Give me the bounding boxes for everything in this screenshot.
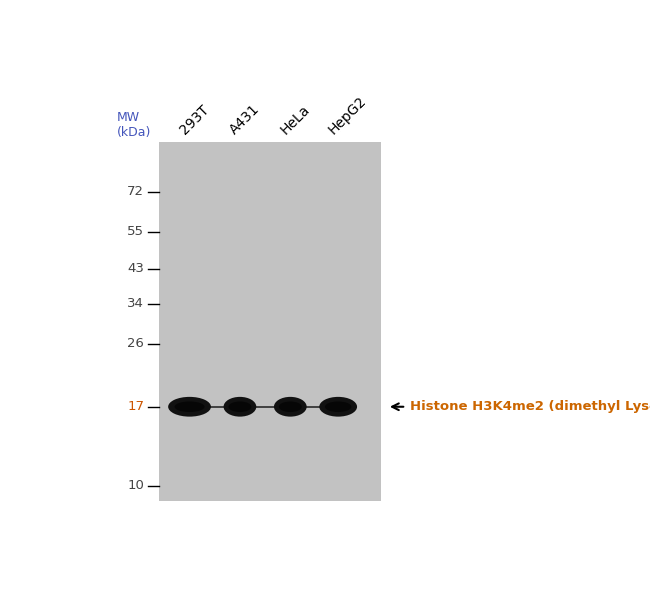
Text: HepG2: HepG2 (326, 93, 369, 137)
Text: 17: 17 (127, 400, 144, 413)
Text: 43: 43 (127, 262, 144, 275)
Ellipse shape (319, 397, 357, 417)
Text: 293T: 293T (177, 102, 212, 137)
Bar (159, 142, 381, 502)
Ellipse shape (274, 397, 307, 417)
Ellipse shape (279, 401, 302, 412)
Text: 10: 10 (127, 479, 144, 492)
Ellipse shape (224, 397, 256, 417)
Text: 55: 55 (127, 225, 144, 238)
Ellipse shape (325, 401, 352, 412)
Text: HeLa: HeLa (278, 102, 313, 137)
Text: 72: 72 (127, 185, 144, 199)
Text: MW
(kDa): MW (kDa) (116, 111, 151, 139)
Ellipse shape (228, 401, 252, 412)
Ellipse shape (175, 401, 205, 412)
Ellipse shape (168, 397, 211, 417)
Text: 34: 34 (127, 297, 144, 310)
Text: A431: A431 (227, 101, 263, 137)
Text: 26: 26 (127, 337, 144, 350)
Text: Histone H3K4me2 (dimethyl Lys4): Histone H3K4me2 (dimethyl Lys4) (410, 400, 650, 413)
